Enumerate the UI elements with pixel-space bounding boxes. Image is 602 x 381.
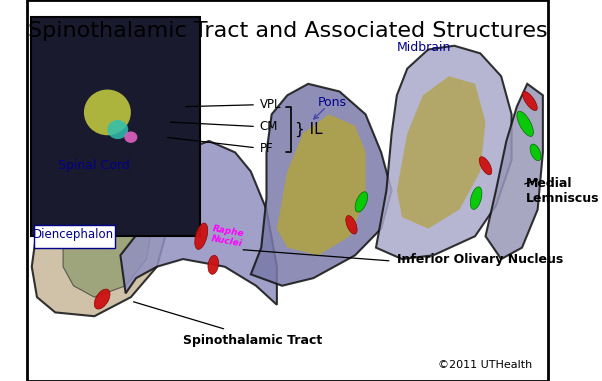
Ellipse shape	[523, 91, 537, 110]
Ellipse shape	[530, 144, 541, 161]
Text: Diencephalon: Diencephalon	[33, 228, 114, 241]
Text: ©2011 UTHealth: ©2011 UTHealth	[438, 360, 532, 370]
Polygon shape	[376, 46, 512, 259]
Ellipse shape	[107, 120, 128, 139]
Polygon shape	[397, 76, 485, 229]
Ellipse shape	[346, 216, 357, 234]
Text: Raphe
Nuclei: Raphe Nuclei	[210, 224, 245, 248]
Text: } IL: } IL	[294, 122, 322, 137]
Text: CM: CM	[259, 120, 278, 133]
Ellipse shape	[355, 192, 368, 212]
Text: Midbrain: Midbrain	[397, 41, 452, 54]
Text: Pons: Pons	[318, 96, 347, 109]
Polygon shape	[277, 114, 365, 255]
Ellipse shape	[208, 255, 219, 274]
Ellipse shape	[517, 111, 533, 136]
Ellipse shape	[84, 90, 131, 135]
Text: VPL: VPL	[259, 98, 281, 111]
Polygon shape	[63, 198, 152, 297]
Ellipse shape	[479, 157, 492, 175]
Text: PF: PF	[259, 142, 273, 155]
Ellipse shape	[195, 223, 208, 250]
Text: Spinal Cord: Spinal Cord	[58, 159, 130, 172]
Ellipse shape	[125, 131, 137, 143]
Polygon shape	[120, 141, 277, 305]
Ellipse shape	[470, 187, 482, 210]
Ellipse shape	[95, 289, 110, 309]
Polygon shape	[485, 84, 543, 259]
Bar	[31, 17, 200, 236]
Polygon shape	[32, 164, 167, 316]
Text: Inferior Olivary Nucleus: Inferior Olivary Nucleus	[397, 253, 563, 266]
Text: Spinothalamic Tract and Associated Structures: Spinothalamic Tract and Associated Struc…	[28, 21, 547, 41]
Polygon shape	[251, 84, 392, 286]
Text: Medial
Lemniscus: Medial Lemniscus	[526, 176, 600, 205]
Text: Spinothalamic Tract: Spinothalamic Tract	[183, 335, 322, 347]
FancyBboxPatch shape	[34, 225, 115, 248]
